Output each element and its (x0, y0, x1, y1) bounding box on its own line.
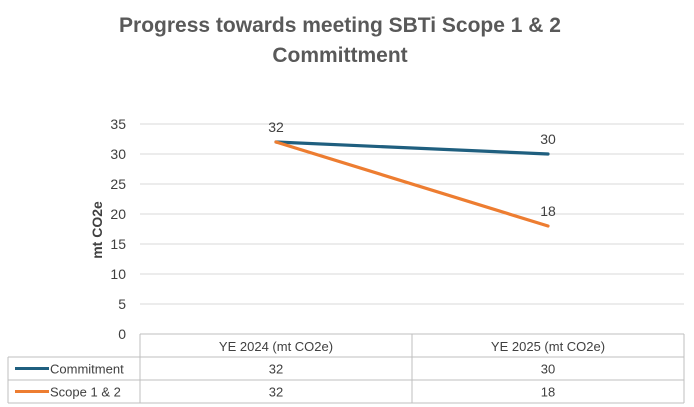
table-cell-s1-c0: 32 (269, 385, 283, 400)
legend-label-0: Commitment (50, 362, 124, 377)
y-axis-ticks: 0 5 10 15 20 25 30 35 (110, 116, 126, 342)
data-label-s1-p0: 32 (268, 119, 284, 135)
data-labels: 32 30 18 (268, 119, 556, 219)
table-cell-s0-c0: 32 (269, 362, 283, 377)
data-label-s1-p1: 18 (540, 203, 556, 219)
legend-label-1: Scope 1 & 2 (50, 385, 121, 400)
y-tick-label-30: 30 (110, 146, 126, 162)
chart-title-line-2: Committment (272, 44, 407, 67)
x-category-label-0: YE 2024 (mt CO2e) (219, 339, 333, 354)
table-cell-s0-c1: 30 (541, 362, 555, 377)
series-lines (274, 140, 550, 228)
y-tick-label-0: 0 (118, 326, 126, 342)
table-cell-s1-c1: 18 (541, 385, 555, 400)
series-line-1 (274, 140, 550, 228)
gridlines (140, 123, 684, 335)
y-tick-label-35: 35 (110, 116, 126, 132)
y-tick-label-20: 20 (110, 206, 126, 222)
y-tick-label-10: 10 (110, 266, 126, 282)
y-tick-label-25: 25 (110, 176, 126, 192)
data-label-s0-p1: 30 (540, 131, 556, 147)
chart-title-line-1: Progress towards meeting SBTi Scope 1 & … (119, 14, 561, 37)
series-line-0 (274, 140, 550, 156)
y-tick-label-5: 5 (118, 296, 126, 312)
y-axis-label: mt CO2e (89, 201, 105, 259)
data-table: YE 2024 (mt CO2e) YE 2025 (mt CO2e) Commit… (7, 333, 685, 404)
x-category-label-1: YE 2025 (mt CO2e) (491, 339, 605, 354)
y-tick-label-15: 15 (110, 236, 126, 252)
